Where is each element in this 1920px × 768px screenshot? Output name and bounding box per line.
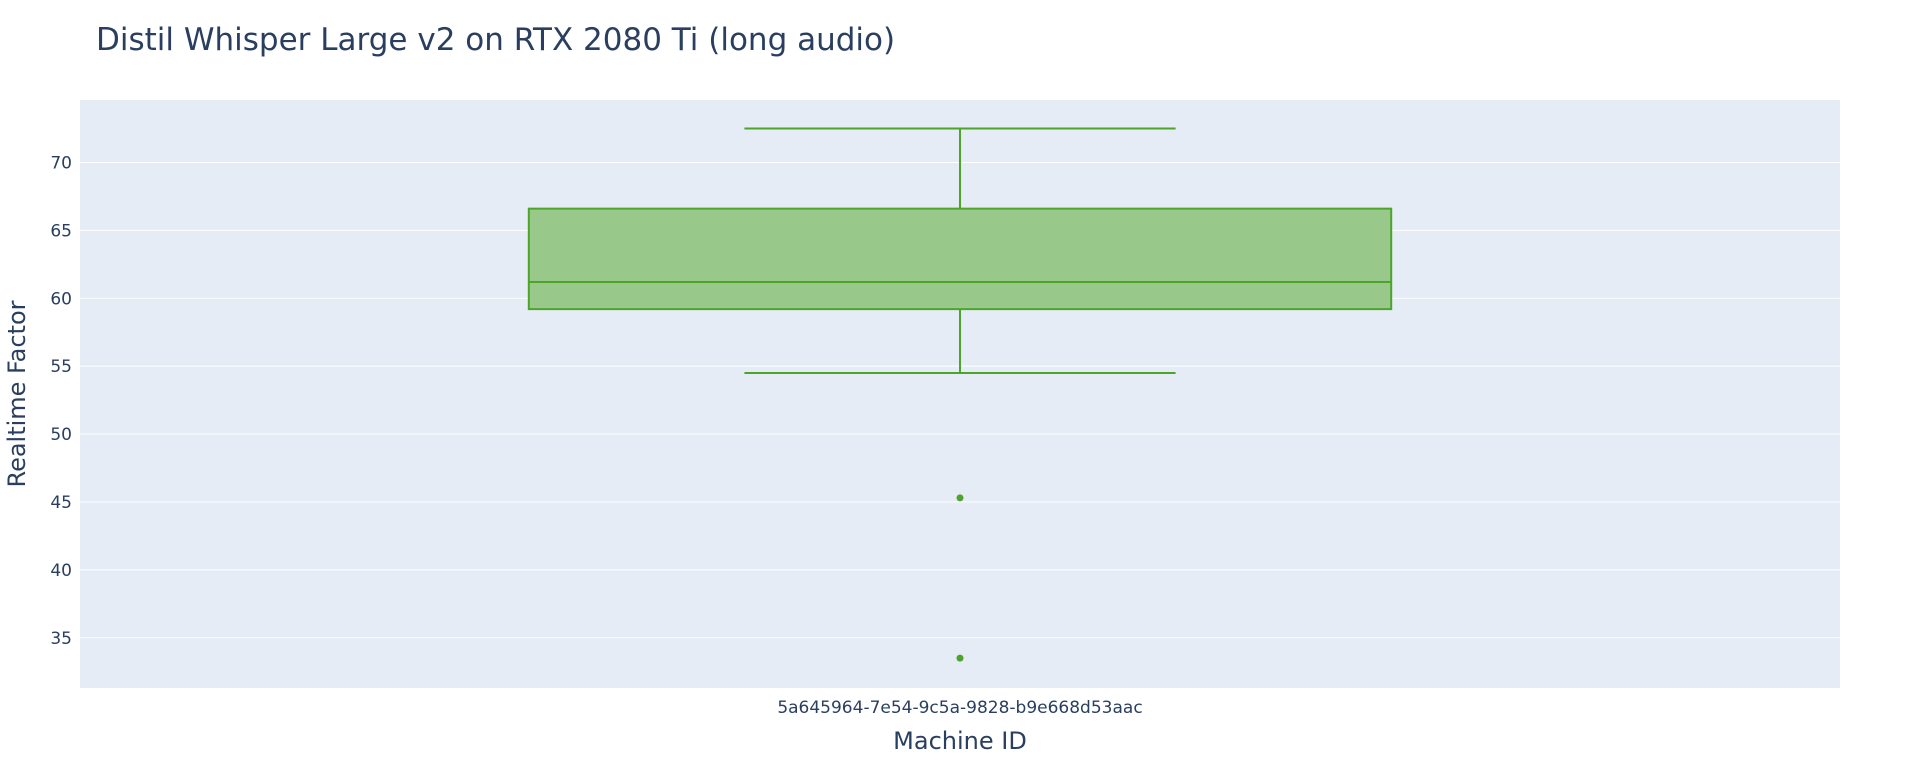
y-tick-label: 65: [50, 221, 72, 241]
y-tick-label: 50: [50, 425, 72, 445]
x-axis-title: Machine ID: [893, 727, 1027, 755]
chart-title: Distil Whisper Large v2 on RTX 2080 Ti (…: [96, 22, 895, 58]
x-axis-ticks: 5a645964-7e54-9c5a-9828-b9e668d53aac: [777, 698, 1142, 718]
y-axis-title: Realtime Factor: [3, 300, 31, 487]
y-tick-label: 55: [50, 357, 72, 377]
box-series: [527, 127, 1393, 662]
y-axis-ticks: 35 40 45 50 55 60 65 70: [50, 153, 72, 648]
x-tick-label: 5a645964-7e54-9c5a-9828-b9e668d53aac: [777, 698, 1142, 718]
iqr-box: [527, 207, 1393, 311]
y-tick-label: 70: [50, 153, 72, 173]
y-tick-label: 45: [50, 493, 72, 513]
y-tick-label: 40: [50, 561, 72, 581]
y-tick-label: 35: [50, 629, 72, 649]
outlier-point: [956, 494, 964, 502]
outlier-point: [956, 654, 964, 662]
y-tick-label: 60: [50, 289, 72, 309]
